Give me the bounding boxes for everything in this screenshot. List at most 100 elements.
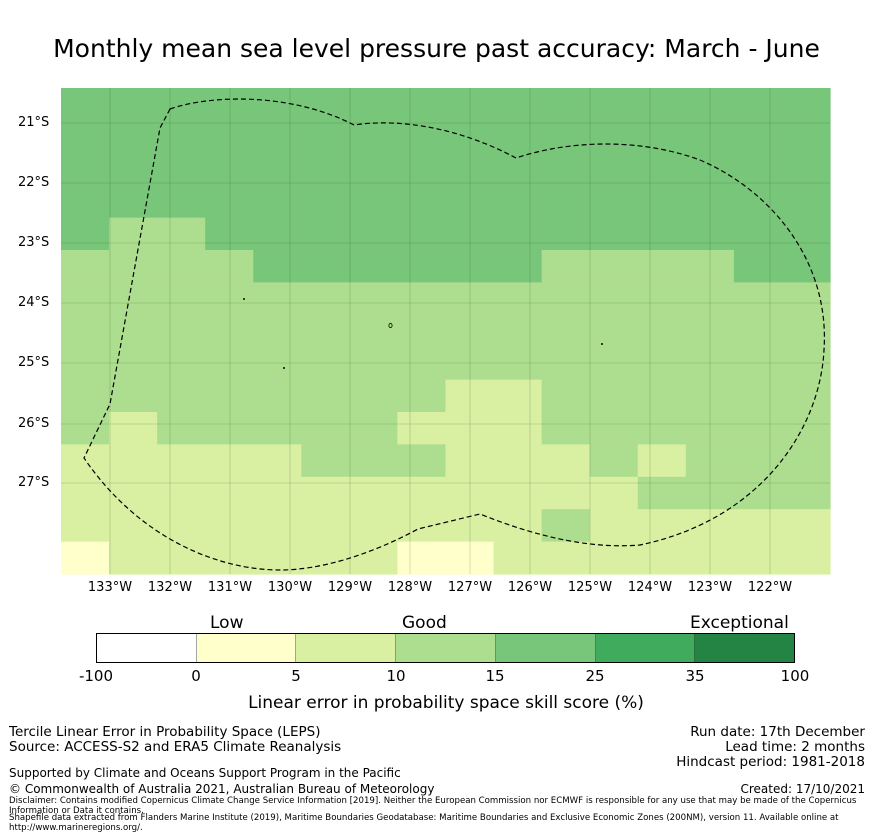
colorbar-tick: 10 [386, 667, 406, 685]
skill-cell [157, 217, 206, 251]
skill-cell [685, 379, 735, 413]
skill-cell [109, 412, 158, 445]
skill-cell [253, 444, 302, 478]
skill-cell [301, 282, 350, 316]
skill-cell [733, 282, 783, 316]
colorbar-segment [695, 634, 795, 662]
skill-cell [205, 314, 254, 348]
skill-cell [349, 476, 399, 510]
skill-cell [733, 185, 783, 219]
skill-cell [61, 379, 110, 413]
skill-cell [61, 314, 110, 348]
run-date: Run date: 17th December [690, 724, 865, 740]
skill-cell [637, 412, 687, 445]
skill-cell [589, 152, 639, 186]
skill-cell [349, 379, 399, 413]
skill-cell [61, 541, 110, 575]
skill-cell [157, 152, 206, 186]
skill-cell [733, 120, 783, 154]
skill-cell [637, 476, 687, 510]
skill-cell [781, 347, 831, 381]
skill-cell [157, 509, 206, 543]
skill-cell [589, 509, 639, 543]
lat-label: 26°S [18, 416, 50, 431]
colorbar-label: Linear error in probability space skill … [248, 693, 644, 713]
skill-cell [61, 412, 110, 445]
skill-cell [301, 185, 350, 219]
skill-cell [637, 347, 687, 381]
skill-cell [109, 476, 158, 510]
skill-cell [493, 250, 543, 283]
skill-cell [637, 314, 687, 348]
colorbar-segment [196, 634, 297, 662]
skill-cell [349, 314, 399, 348]
skill-cell [349, 444, 399, 478]
skill-cell [589, 282, 639, 316]
skill-cell [301, 88, 350, 121]
skill-cell [589, 185, 639, 219]
skill-cell [205, 120, 254, 154]
skill-cell [253, 120, 302, 154]
skill-cell [253, 217, 302, 251]
skill-cell [637, 444, 687, 478]
skill-cell [781, 282, 831, 316]
skill-cell [589, 314, 639, 348]
lon-label: 133°W [87, 580, 133, 595]
skill-cell [733, 88, 783, 121]
skill-cell [445, 444, 495, 478]
disclaimer: Disclaimer: Contains modified Copernicus… [9, 796, 857, 816]
skill-cell [445, 217, 495, 251]
skill-cell [637, 509, 687, 543]
skill-cell [397, 509, 447, 543]
skill-cell [253, 250, 302, 283]
skill-cell [781, 120, 831, 154]
colorbar-segment [296, 634, 397, 662]
skill-cell [109, 152, 158, 186]
skill-cell [205, 379, 254, 413]
skill-cell [349, 120, 399, 154]
skill-cell [541, 476, 591, 510]
lat-label: 25°S [18, 355, 50, 370]
skill-cell [349, 152, 399, 186]
skill-cell [301, 509, 350, 543]
skill-cell [493, 314, 543, 348]
skill-cell [397, 444, 447, 478]
lon-label: 129°W [327, 580, 373, 595]
skill-cell [589, 88, 639, 121]
skill-cell [733, 541, 783, 575]
skill-cell [109, 444, 158, 478]
shapefile-credit: Shapefile data extracted from Flanders M… [9, 813, 839, 833]
skill-cell [397, 476, 447, 510]
skill-cell [205, 347, 254, 381]
skill-cell [157, 120, 206, 154]
skill-cell [349, 250, 399, 283]
leps-line: Tercile Linear Error in Probability Spac… [9, 724, 321, 740]
skill-cell [445, 509, 495, 543]
colorbar-segment [595, 634, 696, 662]
skill-cell [493, 120, 543, 154]
colorbar-tick: 25 [585, 667, 605, 685]
source-line: Source: ACCESS-S2 and ERA5 Climate Reana… [9, 739, 342, 755]
skill-cell [589, 347, 639, 381]
skill-cell [733, 444, 783, 478]
skill-cell [493, 379, 543, 413]
lon-label: 127°W [447, 580, 493, 595]
skill-cell [637, 541, 687, 575]
skill-cell [589, 444, 639, 478]
skill-cell [397, 412, 447, 445]
skill-cell [397, 88, 447, 121]
skill-cell [445, 476, 495, 510]
skill-cell [541, 347, 591, 381]
skill-cell [445, 314, 495, 348]
lon-label: 123°W [687, 580, 733, 595]
skill-cell [589, 476, 639, 510]
skill-cell [301, 217, 350, 251]
skill-cell [205, 217, 254, 251]
skill-cell [349, 412, 399, 445]
skill-cell [637, 120, 687, 154]
skill-cell [781, 476, 831, 510]
skill-cell [61, 88, 110, 121]
island [242, 297, 245, 300]
skill-cell [109, 250, 158, 283]
skill-cell [685, 282, 735, 316]
